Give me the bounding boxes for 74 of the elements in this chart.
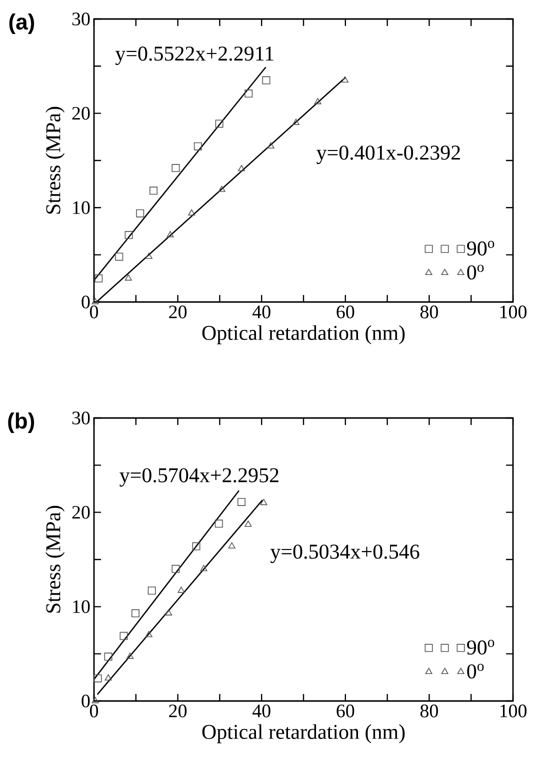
point [148,586,156,595]
point [115,252,124,261]
y-tick-label: 20 [72,106,90,120]
annotation: y=0.5522x+2.2911 [115,46,274,66]
x-axis-title: Optical retardation (nm) [202,724,405,744]
x-tick-label: 20 [169,306,187,318]
point [262,76,270,84]
x-tick-label: 40 [252,704,270,718]
legend-label: 90$^{o}$ [467,640,494,655]
x-tick-label: 60 [336,704,354,718]
point [214,520,223,528]
x-tick-label: 80 [420,306,438,318]
chart-title: (b) [8,412,34,434]
annotation: y=0.5704x+2.2952 [120,468,278,487]
point [194,142,202,150]
point [172,164,180,172]
point [178,586,185,593]
point [200,564,208,572]
point [104,652,112,661]
legend-label: 0$^{o}$ [467,264,484,280]
y-tick-label: 0 [82,296,90,308]
point [92,298,99,304]
y-axis-title: Stress (MPa) [46,506,65,613]
point [267,142,274,149]
x-tick-label: 60 [336,306,354,318]
annotation: y=0.401x-0.2392 [316,146,460,164]
point [228,542,236,548]
point [94,274,103,282]
point [314,98,322,104]
point [145,630,152,638]
x-tick-label: 100 [500,306,527,318]
point [104,674,112,681]
point [92,697,99,704]
point [172,564,180,573]
x-axis-title: Optical retardation (nm) [202,325,405,344]
x-tick-label: 0 [90,704,98,718]
x-tick-label: 0 [90,306,98,318]
point [131,609,140,618]
point [188,209,196,216]
chart-title: (a) [9,14,34,34]
x-tick-label: 100 [500,704,527,718]
point [145,252,152,259]
point [124,231,133,240]
point [237,498,246,506]
point [120,632,128,640]
legend-label: 90$^{o}$ [467,240,494,256]
y-axis-title: Stress (MPa) [46,106,65,214]
x-tick-label: 20 [169,704,187,718]
point [165,609,172,616]
point [150,186,158,195]
x-tick-label: 40 [252,306,270,318]
point [238,164,246,172]
point [126,652,134,659]
point [244,520,252,527]
y-tick-label: 10 [73,201,90,214]
y-tick-label: 0 [82,694,90,708]
point [124,274,132,281]
point [218,186,226,192]
point [341,76,348,83]
y-tick-label: 20 [72,506,90,519]
y-tick-label: 30 [72,412,90,424]
point [136,209,144,218]
legend-label: 0$^{o}$ [467,664,484,679]
y-tick-label: 30 [72,12,90,26]
point [260,498,268,506]
y-tick-label: 10 [73,600,90,614]
point [292,118,300,125]
point [244,90,253,98]
x-tick-label: 80 [420,704,438,718]
point [94,674,102,682]
point [215,120,224,128]
point [166,231,174,238]
annotation: y=0.5034x+0.546 [270,544,420,564]
point [192,542,200,550]
